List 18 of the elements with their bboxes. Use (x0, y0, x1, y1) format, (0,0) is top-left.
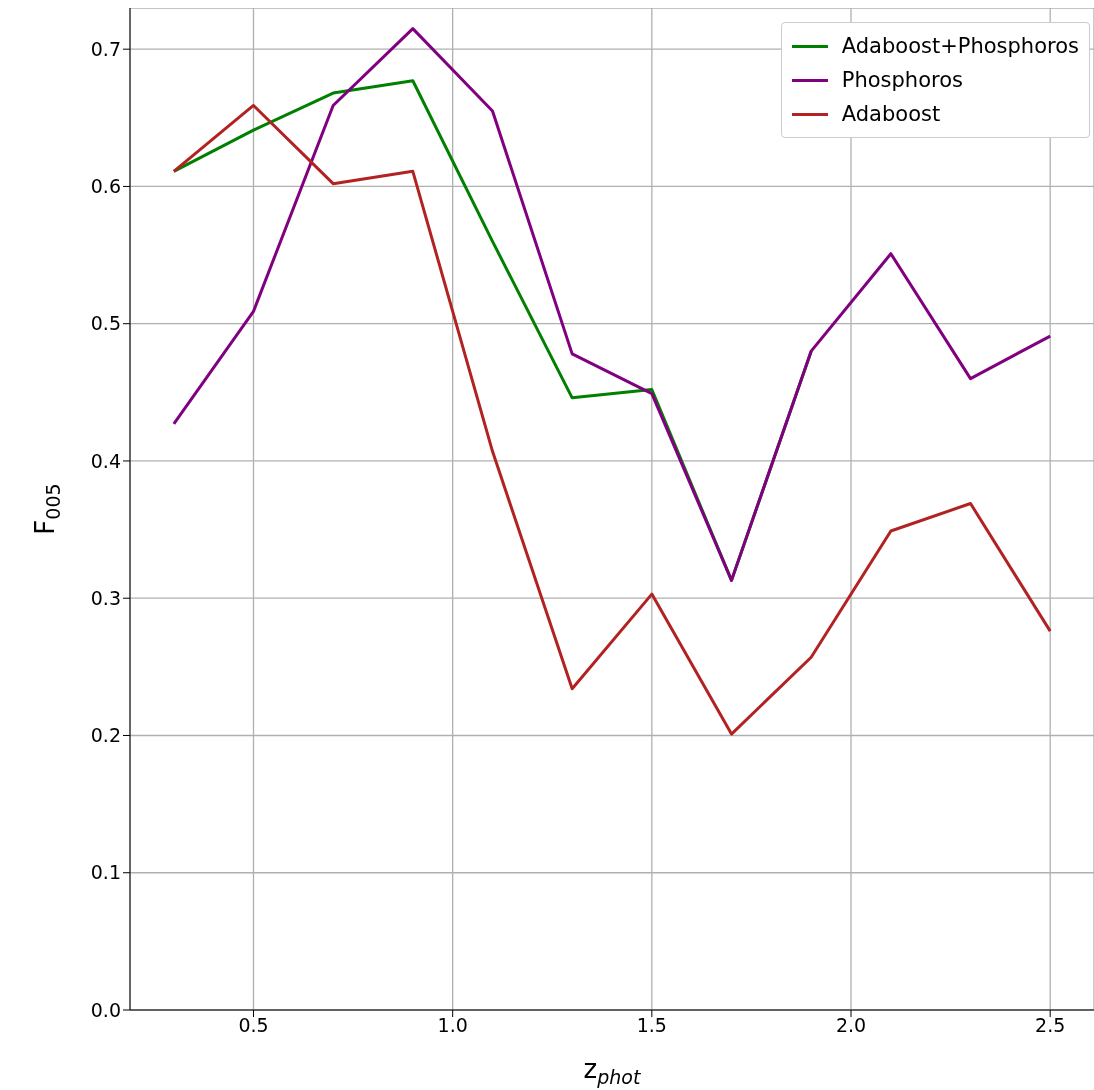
y-tick-label: 0.2 (90, 724, 121, 747)
y-tick-label: 0.4 (90, 449, 121, 472)
x-tick-label: 1.5 (636, 1014, 667, 1037)
y-tick-label: 0.7 (90, 37, 121, 60)
y-tick-label: 0.0 (90, 998, 121, 1021)
line-series (172, 103, 1052, 736)
legend-label: Adaboost+Phosphoros (841, 33, 1079, 60)
legend-label: Phosphoros (841, 67, 963, 94)
x-tick-label: 2.5 (1035, 1014, 1066, 1037)
x-tick-label: 1.0 (437, 1014, 468, 1037)
x-tick-label: 2.0 (835, 1014, 867, 1037)
x-axis-title: z$_{phot}$ (583, 1054, 642, 1088)
y-tick-label: 0.3 (90, 586, 121, 609)
x-tick-label: 0.5 (238, 1014, 269, 1037)
legend-label: Adaboost (841, 101, 941, 128)
y-tick-label: 0.1 (90, 861, 121, 884)
y-tick-label: 0.5 (90, 312, 121, 335)
y-tick-label: 0.6 (90, 175, 121, 198)
